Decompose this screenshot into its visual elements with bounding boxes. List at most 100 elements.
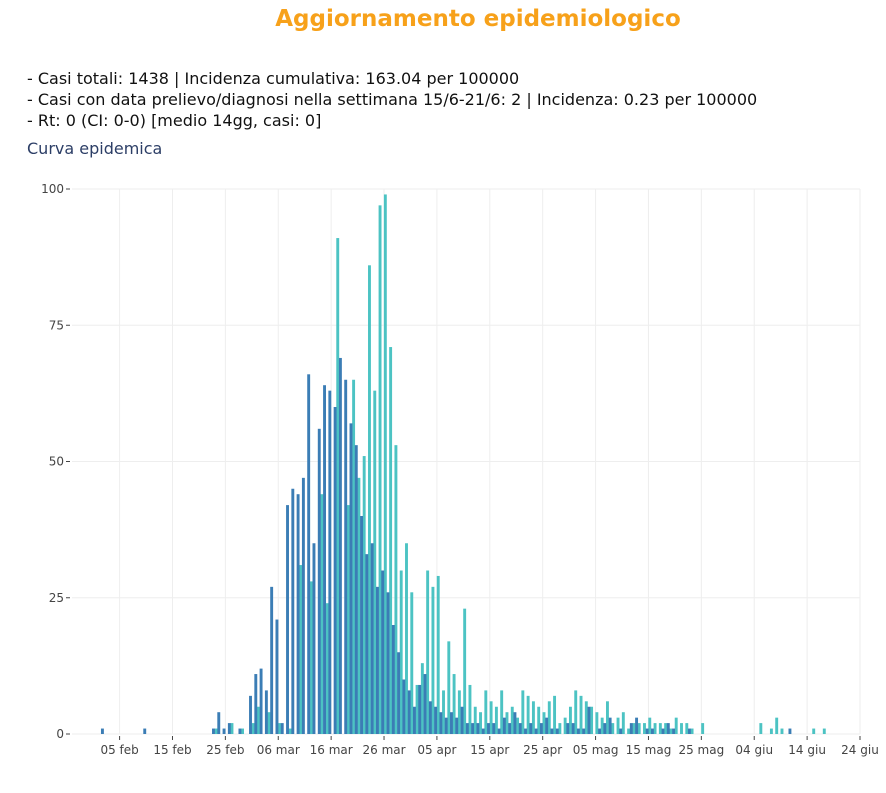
bar-series-a (566, 723, 570, 734)
bar-series-a (254, 674, 258, 734)
bar-series-b (812, 728, 816, 734)
bar-series-a (455, 717, 459, 734)
bar-series-a (264, 690, 268, 734)
bar-series-b (336, 238, 340, 735)
bar-series-b (611, 723, 615, 734)
bar-series-b (590, 706, 594, 734)
bar-series-b (214, 728, 218, 734)
bar-series-a (502, 717, 506, 734)
bar-series-a (545, 717, 549, 734)
bar-series-a (529, 723, 533, 734)
page-title: Aggiornamento epidemiologico (275, 6, 681, 32)
y-tick-label: 0 (56, 727, 64, 741)
stat-rt: - Rt: 0 (CI: 0-0) [medio 14gg, casi: 0] (27, 111, 322, 130)
y-tick-label: 50 (49, 455, 64, 469)
bar-series-b (595, 712, 599, 734)
bar-series-b (653, 723, 657, 734)
bar-series-a (666, 723, 670, 734)
bar-series-a (360, 516, 364, 734)
bar-series-a (672, 728, 676, 734)
bar-series-a (534, 728, 538, 734)
bar-series-b (468, 684, 472, 734)
bar-series-b (251, 723, 255, 734)
bar-series-a (370, 543, 374, 734)
bar-series-a (286, 505, 289, 734)
bar-series-a (275, 619, 279, 734)
bar-series-a (587, 706, 591, 734)
bar-series-b (420, 663, 424, 734)
bar-series-b (563, 717, 567, 734)
bar-series-b (775, 717, 779, 734)
bar-series-a (598, 728, 602, 734)
x-tick-label: 25 mag (678, 743, 724, 757)
bar-series-a (381, 570, 385, 734)
bar-series-a (397, 652, 401, 734)
bar-series-a (227, 723, 231, 734)
bar-series-a (365, 554, 369, 734)
bar-series-b (669, 728, 673, 734)
bar-series-a (222, 728, 226, 734)
bar-series-b (479, 712, 482, 734)
bar-series-a (259, 668, 263, 734)
bar-series-a (576, 728, 580, 734)
bar-series-a (323, 385, 326, 734)
x-tick-label: 25 apr (523, 743, 562, 757)
bar-series-b (505, 712, 509, 734)
bar-series-b (579, 695, 583, 734)
bar-series-b (452, 674, 456, 734)
bar-series-b (415, 684, 419, 734)
y-tick-label: 75 (49, 318, 64, 332)
bar-series-b (674, 717, 678, 734)
bar-series-a (402, 679, 406, 734)
bar-series-a (386, 592, 390, 734)
bar-series-b (267, 712, 271, 734)
bar-series-a (307, 374, 311, 734)
bar-series-a (582, 728, 586, 734)
chart-subtitle: Curva epidemica (27, 139, 163, 158)
bar-series-b (547, 701, 551, 734)
bar-series-b (405, 543, 408, 734)
bar-series-b (780, 728, 784, 734)
bar-series-b (410, 592, 414, 734)
bar-series-a (344, 379, 348, 734)
bar-series-a (418, 684, 422, 734)
bar-series-b (473, 706, 477, 734)
x-tick-label: 15 feb (153, 743, 191, 757)
bar-series-a (391, 625, 395, 734)
bar-series-a (349, 423, 353, 734)
y-tick-label: 100 (41, 182, 64, 196)
bar-series-b (701, 723, 705, 734)
x-tick-label: 24 giu (841, 743, 879, 757)
bar-series-b (680, 723, 683, 734)
bar-series-a (270, 586, 274, 734)
bar-series-b (637, 723, 641, 734)
bar-series-a (439, 712, 443, 734)
bar-series-b (510, 706, 514, 734)
bar-series-a (312, 543, 316, 734)
bar-series-b (357, 477, 361, 734)
bar-series-b (494, 706, 498, 734)
bar-series-a (212, 728, 215, 734)
bar-series-a (661, 728, 665, 734)
bar-series-a (513, 712, 517, 734)
bar-series-b (278, 723, 282, 734)
bar-series-a (539, 723, 543, 734)
bar-series-a (428, 701, 432, 734)
bar-series-a (460, 706, 464, 734)
bar-series-a (338, 357, 342, 734)
bar-series-a (317, 428, 321, 734)
bar-series-b (759, 723, 763, 734)
bar-series-b (574, 690, 578, 734)
x-tick-label: 25 feb (206, 743, 244, 757)
bar-series-a (471, 723, 475, 734)
bar-series-a (508, 723, 512, 734)
x-tick-label: 16 mar (310, 743, 353, 757)
x-tick-label: 15 mag (626, 743, 672, 757)
bar-series-b (442, 690, 445, 734)
bar-series-a (280, 723, 284, 734)
bar-series-a (143, 728, 147, 734)
bar-series-b (568, 706, 572, 734)
x-tick-label: 04 giu (735, 743, 773, 757)
bar-series-a (518, 723, 522, 734)
bar-series-b (399, 570, 403, 734)
